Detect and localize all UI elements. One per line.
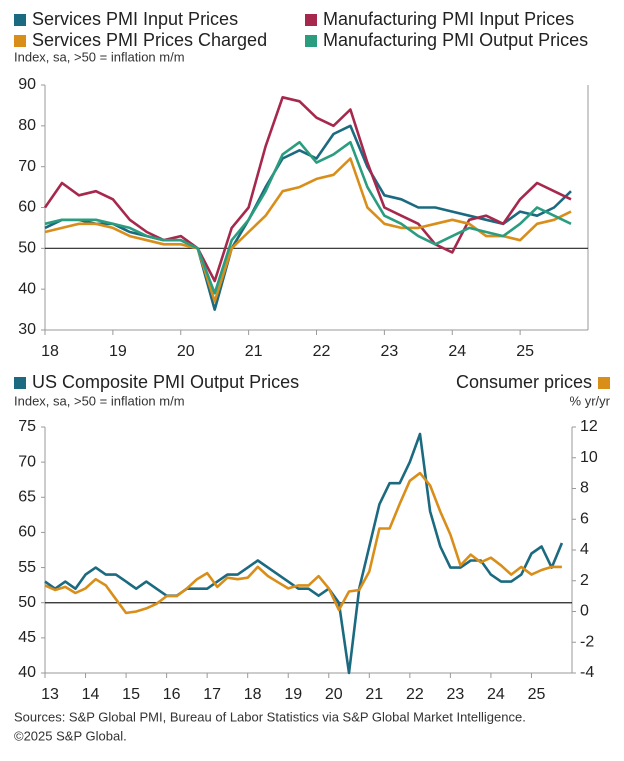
y-tick-label: 65	[18, 489, 36, 506]
legend-swatch	[598, 377, 610, 389]
x-tick-label: 22	[313, 343, 331, 360]
legend-swatch	[305, 35, 317, 47]
y2-tick-label: 4	[580, 541, 589, 558]
y-tick-label: 40	[18, 280, 36, 297]
subtitle: Index, sa, >50 = inflation m/m	[14, 393, 185, 408]
legend-swatch	[14, 14, 26, 26]
y-tick-label: 55	[18, 559, 36, 576]
y2-tick-label: -4	[580, 664, 594, 681]
legend-label: US Composite PMI Output Prices	[32, 372, 299, 392]
y-tick-label: 40	[18, 664, 36, 681]
series-line	[43, 96, 572, 283]
y2-tick-label: 8	[580, 480, 589, 497]
x-tick-label: 17	[203, 686, 221, 703]
y2-tick-label: -2	[580, 633, 594, 650]
y2-axis-label: % yr/yr	[570, 393, 611, 408]
legend-label: Manufacturing PMI Output Prices	[323, 30, 588, 50]
x-tick-label: 24	[487, 686, 505, 703]
series-line	[44, 140, 572, 295]
x-tick-label: 23	[380, 343, 398, 360]
legend-label: Manufacturing PMI Input Prices	[323, 9, 574, 29]
y-tick-label: 45	[18, 629, 36, 646]
source-note: Sources: S&P Global PMI, Bureau of Labor…	[14, 709, 526, 724]
y2-tick-label: 2	[580, 572, 589, 589]
y2-tick-label: 0	[580, 603, 589, 620]
y-tick-label: 90	[18, 76, 36, 93]
x-tick-label: 18	[41, 343, 59, 360]
x-tick-label: 22	[406, 686, 424, 703]
x-tick-label: 23	[446, 686, 464, 703]
legend-swatch	[14, 35, 26, 47]
legend-swatch	[14, 377, 26, 389]
x-tick-label: 15	[122, 686, 140, 703]
copyright: ©2025 S&P Global.	[14, 728, 127, 743]
x-tick-label: 21	[365, 686, 383, 703]
x-tick-label: 21	[245, 343, 263, 360]
x-tick-label: 16	[163, 686, 181, 703]
y2-tick-label: 10	[580, 449, 598, 466]
x-tick-label: 19	[284, 686, 302, 703]
y2-tick-label: 6	[580, 510, 589, 527]
y-tick-label: 70	[18, 453, 36, 470]
x-tick-label: 24	[448, 343, 466, 360]
legend-label: Consumer prices	[456, 372, 592, 392]
series-line	[44, 157, 572, 303]
legend-label: Services PMI Prices Charged	[32, 30, 267, 50]
x-tick-label: 25	[528, 686, 546, 703]
y-tick-label: 30	[18, 321, 36, 338]
y2-tick-label: 12	[580, 418, 598, 435]
x-tick-label: 20	[177, 343, 195, 360]
y-tick-label: 50	[18, 594, 36, 611]
x-tick-label: 14	[82, 686, 100, 703]
legend-swatch	[305, 14, 317, 26]
y-tick-label: 50	[18, 240, 36, 257]
y-tick-label: 75	[18, 418, 36, 435]
y-tick-label: 60	[18, 199, 36, 216]
x-tick-label: 20	[325, 686, 343, 703]
x-tick-label: 19	[109, 343, 127, 360]
y-tick-label: 80	[18, 117, 36, 134]
x-tick-label: 25	[516, 343, 534, 360]
y-tick-label: 60	[18, 524, 36, 541]
legend-label: Services PMI Input Prices	[32, 9, 238, 29]
subtitle: Index, sa, >50 = inflation m/m	[14, 49, 185, 64]
x-tick-label: 18	[244, 686, 262, 703]
series-line	[44, 432, 564, 675]
x-tick-label: 13	[41, 686, 59, 703]
y-tick-label: 70	[18, 158, 36, 175]
series-line	[44, 471, 562, 615]
